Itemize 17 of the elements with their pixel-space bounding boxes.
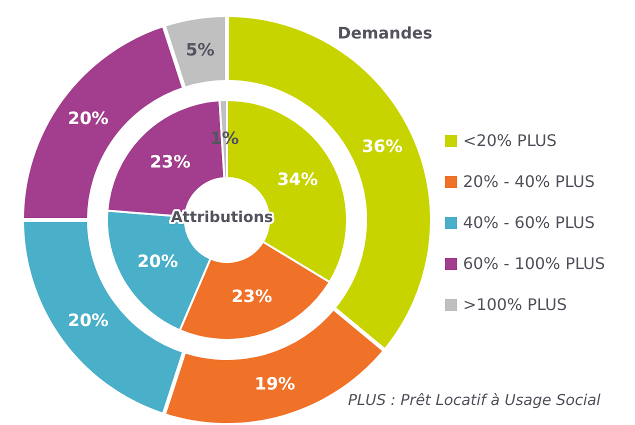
data-label: 20% <box>68 310 109 331</box>
legend-label: 20% - 40% PLUS <box>463 172 595 191</box>
legend-label: 40% - 60% PLUS <box>463 213 595 232</box>
legend-label: 60% - 100% PLUS <box>463 254 605 273</box>
data-label: 23% <box>231 287 272 308</box>
legend-label: >100% PLUS <box>463 295 567 314</box>
slice-label: Demandes <box>338 24 432 42</box>
data-label: 1% <box>210 129 239 150</box>
data-label: 20% <box>68 109 109 130</box>
data-label: 36% <box>362 136 403 157</box>
data-label: 20% <box>137 252 178 272</box>
data-label: 34% <box>277 170 318 190</box>
legend-label: <20% PLUS <box>463 131 557 150</box>
text: PLUS : Prêt Locatif à Usage Social <box>348 391 602 409</box>
data-label: 5% <box>186 40 215 61</box>
data-label: 23% <box>150 152 191 172</box>
data-label: 19% <box>254 374 296 395</box>
